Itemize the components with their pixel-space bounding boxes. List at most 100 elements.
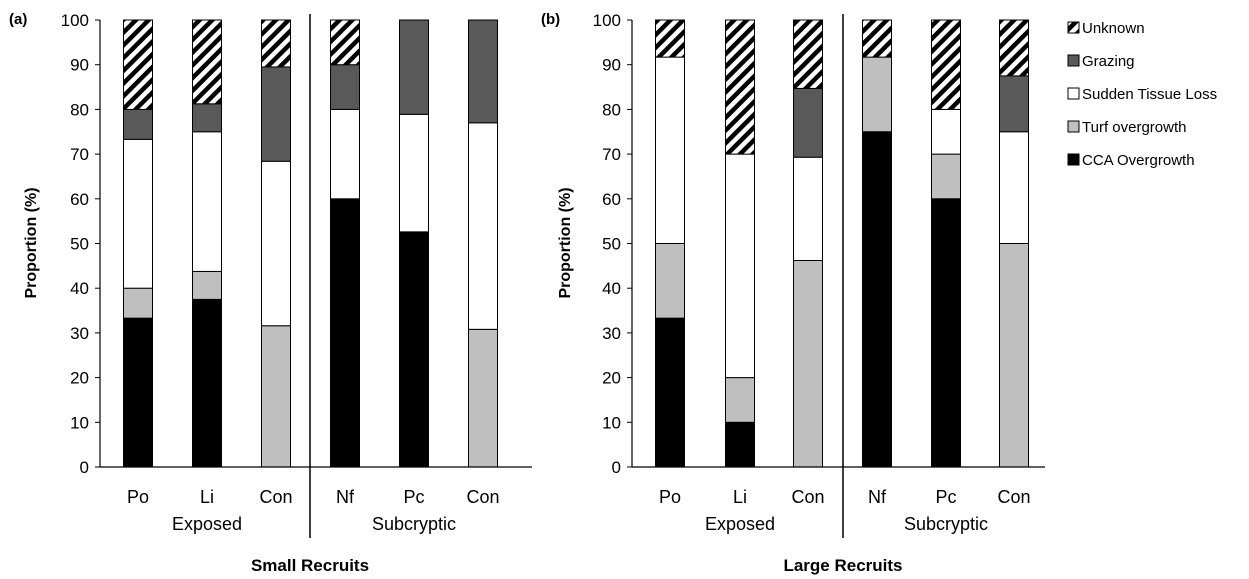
bar-segment-grazing (330, 64, 360, 110)
panel-b: (b) Proportion (%) 0 10 20 30 40 50 60 70 80 90 100 P… (541, 11, 1045, 575)
bar-segment-turf-overgrowth (999, 243, 1029, 468)
bar-segment-grazing (123, 108, 153, 140)
x-axis-label: Large Recruits (783, 556, 902, 575)
bar-segment-unknown (725, 19, 755, 155)
bar-segment-grazing (793, 87, 823, 158)
x-tick-label: Con (997, 487, 1030, 507)
bar-segment-turf-overgrowth (862, 56, 892, 133)
x-tick-label: Con (466, 487, 499, 507)
bar-segment-sudden-tissue-loss (931, 108, 961, 155)
x-tick-label: Nf (868, 487, 887, 507)
legend-swatch (1067, 153, 1080, 166)
bar-segment-unknown (793, 19, 823, 89)
bar-segment-unknown (655, 19, 685, 58)
bar-segment-cca-overgrowth (862, 131, 892, 468)
bar-segment-sudden-tissue-loss (123, 138, 153, 289)
bar-segment-cca-overgrowth (399, 231, 429, 468)
bar-segment-sudden-tissue-loss (793, 156, 823, 261)
y-tick-label: 40 (70, 279, 89, 298)
bar-segment-unknown (931, 19, 961, 110)
legend-label: Turf overgrowth (1082, 119, 1186, 136)
x-tick-label: Con (791, 487, 824, 507)
x-axis-label: Small Recruits (251, 556, 369, 575)
x-tick-label: Nf (336, 487, 355, 507)
legend-swatch (1067, 120, 1080, 133)
y-tick-label: 60 (70, 190, 89, 209)
legend-swatch (1067, 54, 1080, 67)
y-tick-label: 50 (602, 235, 621, 254)
x-tick-label: Po (127, 487, 149, 507)
bar-segment-sudden-tissue-loss (999, 131, 1029, 244)
bar-segment-turf-overgrowth (468, 328, 498, 468)
bar-segment-turf-overgrowth (931, 153, 961, 200)
bar-segment-cca-overgrowth (330, 198, 360, 468)
bar-segment-cca-overgrowth (192, 298, 222, 468)
x-tick-label: Pc (935, 487, 956, 507)
bar-segment-turf-overgrowth (192, 270, 222, 300)
bar-segment-sudden-tissue-loss (399, 113, 429, 233)
bar-segment-sudden-tissue-loss (261, 160, 291, 327)
y-tick-label: 60 (602, 190, 621, 209)
legend-label: Unknown (1082, 20, 1145, 37)
x-tick-label: Li (733, 487, 747, 507)
y-tick-label: 0 (80, 458, 89, 477)
bar-segment-unknown (192, 19, 222, 105)
y-tick-label: 0 (612, 458, 621, 477)
y-tick-label: 30 (70, 324, 89, 343)
panel-a: (a) Proportion (%) 0 10 20 30 40 50 60 70 80 90 100 P… (9, 11, 532, 575)
y-tick-label: 10 (70, 413, 89, 432)
y-tick-label: 20 (70, 369, 89, 388)
y-tick-label: 80 (70, 100, 89, 119)
legend: Unknown Grazing Sudden Tissue Loss Turf ove… (1067, 20, 1217, 169)
bar-segment-grazing (999, 75, 1029, 133)
x-tick-label: Con (259, 487, 292, 507)
bar-segment-unknown (261, 19, 291, 68)
legend-swatch (1067, 87, 1080, 100)
bar-segment-turf-overgrowth (655, 243, 685, 319)
bar-segment-unknown (330, 19, 360, 66)
bar-segment-turf-overgrowth (725, 377, 755, 423)
x-tick-label: Li (200, 487, 214, 507)
panel-label: (b) (541, 11, 560, 28)
bar-segment-unknown (999, 19, 1029, 77)
legend-label: Sudden Tissue Loss (1082, 86, 1217, 103)
bar-segment-sudden-tissue-loss (330, 108, 360, 200)
group-label: Exposed (172, 514, 242, 534)
bar-segment-cca-overgrowth (931, 198, 961, 468)
legend-label: CCA Overgrowth (1082, 152, 1195, 169)
x-tick-label: Po (659, 487, 681, 507)
y-axis-label: Proportion (%) (557, 187, 574, 298)
y-tick-label: 90 (70, 56, 89, 75)
bar-segment-sudden-tissue-loss (468, 122, 498, 330)
bar-segment-turf-overgrowth (123, 287, 153, 319)
group-label: Subcryptic (372, 514, 456, 534)
bar-segment-sudden-tissue-loss (655, 56, 685, 245)
bar-segment-turf-overgrowth (793, 259, 823, 468)
y-tick-label: 50 (70, 235, 89, 254)
bar-segment-grazing (261, 66, 291, 162)
bar-segment-turf-overgrowth (261, 325, 291, 468)
panel-label: (a) (9, 11, 27, 28)
bar-segment-cca-overgrowth (655, 317, 685, 468)
y-axis-label: Proportion (%) (23, 187, 40, 298)
bar-segment-grazing (399, 19, 429, 115)
y-tick-label: 10 (602, 413, 621, 432)
bar-segment-unknown (123, 19, 153, 110)
y-tick-label: 90 (602, 56, 621, 75)
bar-segment-cca-overgrowth (123, 317, 153, 468)
bar-segment-cca-overgrowth (725, 421, 755, 468)
x-tick-label: Pc (403, 487, 424, 507)
group-label: Subcryptic (904, 514, 988, 534)
group-label: Exposed (705, 514, 775, 534)
y-tick-label: 40 (602, 279, 621, 298)
bar-segment-sudden-tissue-loss (725, 153, 755, 379)
bar-segment-grazing (192, 103, 222, 133)
y-tick-label: 70 (602, 145, 621, 164)
bar-segment-sudden-tissue-loss (192, 131, 222, 272)
legend-swatch (1067, 21, 1080, 34)
bar-segment-unknown (862, 19, 892, 58)
y-tick-label: 20 (602, 369, 621, 388)
bar-segment-grazing (468, 19, 498, 124)
y-tick-label: 80 (602, 100, 621, 119)
